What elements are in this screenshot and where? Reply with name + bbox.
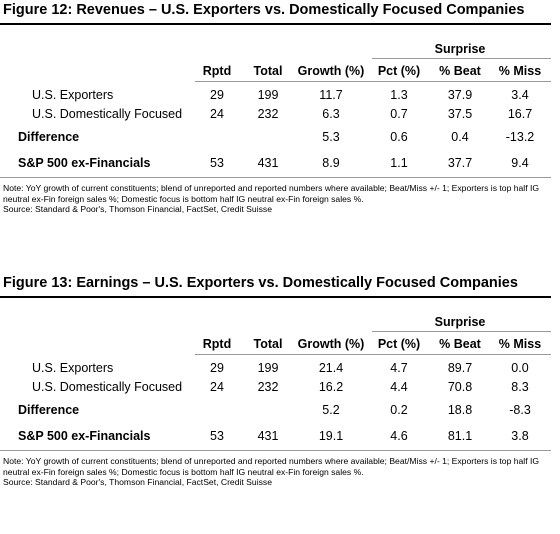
cell: 199 xyxy=(257,88,279,102)
cell: 5.2 xyxy=(322,403,340,417)
cell: 232 xyxy=(257,107,279,121)
bottom-rule xyxy=(0,177,551,178)
row-label: U.S. Exporters xyxy=(32,88,114,102)
cell: 16.7 xyxy=(507,107,533,121)
cell: -13.2 xyxy=(505,130,535,144)
group-header: Surprise xyxy=(434,42,486,56)
cell: 1.3 xyxy=(390,88,408,102)
cell: 3.8 xyxy=(511,429,529,443)
cell: 431 xyxy=(257,156,279,170)
row-label: U.S. Domestically Focused xyxy=(32,107,183,121)
column-header: Pct (%) xyxy=(377,337,421,351)
cell: 37.9 xyxy=(447,88,473,102)
row-label: U.S. Domestically Focused xyxy=(32,380,183,394)
cell: 1.1 xyxy=(390,156,408,170)
cell: 0.4 xyxy=(451,130,469,144)
group-rule xyxy=(372,331,551,332)
note: Note: YoY growth of current constituents… xyxy=(3,183,540,204)
title-rule xyxy=(0,23,551,25)
cell: 431 xyxy=(257,429,279,443)
cell: 29 xyxy=(210,361,224,375)
cell: 89.7 xyxy=(447,361,473,375)
column-header: Rptd xyxy=(202,337,232,351)
cell: 5.3 xyxy=(322,130,340,144)
cell: 16.2 xyxy=(318,380,344,394)
column-header: Rptd xyxy=(202,64,232,78)
cell: 37.7 xyxy=(447,156,473,170)
title-rule xyxy=(0,296,551,298)
cell: 4.6 xyxy=(390,429,408,443)
cell: -8.3 xyxy=(509,403,531,417)
cell: 29 xyxy=(210,88,224,102)
cell: 81.1 xyxy=(447,429,473,443)
column-header: % Beat xyxy=(439,337,481,351)
cell: 21.4 xyxy=(318,361,344,375)
cell: 53 xyxy=(210,156,224,170)
column-header: % Miss xyxy=(498,64,542,78)
note: Note: YoY growth of current constituents… xyxy=(3,456,540,477)
column-header: Pct (%) xyxy=(377,64,421,78)
row-label: Difference xyxy=(18,403,80,417)
cell: 6.3 xyxy=(322,107,340,121)
column-header: % Miss xyxy=(498,337,542,351)
cell: 9.4 xyxy=(511,156,529,170)
cell: 24 xyxy=(210,380,224,394)
row-label: S&P 500 ex-Financials xyxy=(18,156,151,170)
cell: 232 xyxy=(257,380,279,394)
group-rule xyxy=(372,58,551,59)
cell: 0.6 xyxy=(390,130,408,144)
figure-title: Figure 12: Revenues – U.S. Exporters vs.… xyxy=(3,2,525,18)
cell: 53 xyxy=(210,429,224,443)
column-header: Growth (%) xyxy=(297,337,365,351)
column-header: % Beat xyxy=(439,64,481,78)
column-header: Total xyxy=(253,64,283,78)
cell: 0.2 xyxy=(390,403,408,417)
cell: 4.7 xyxy=(390,361,408,375)
source: Source: Standard & Poor's, Thomson Finan… xyxy=(3,477,272,487)
bottom-rule xyxy=(0,450,551,451)
cell: 8.3 xyxy=(511,380,529,394)
source: Source: Standard & Poor's, Thomson Finan… xyxy=(3,204,272,214)
header-rule xyxy=(195,354,551,355)
row-label: U.S. Exporters xyxy=(32,361,114,375)
group-header: Surprise xyxy=(434,315,486,329)
cell: 18.8 xyxy=(447,403,473,417)
figure-title: Figure 13: Earnings – U.S. Exporters vs.… xyxy=(3,275,518,291)
cell: 70.8 xyxy=(447,380,473,394)
cell: 37.5 xyxy=(447,107,473,121)
cell: 24 xyxy=(210,107,224,121)
row-label: S&P 500 ex-Financials xyxy=(18,429,151,443)
cell: 199 xyxy=(257,361,279,375)
cell: 4.4 xyxy=(390,380,408,394)
cell: 8.9 xyxy=(322,156,340,170)
column-header: Total xyxy=(253,337,283,351)
cell: 11.7 xyxy=(319,88,343,102)
cell: 19.1 xyxy=(318,429,344,443)
cell: 0.7 xyxy=(390,107,408,121)
column-header: Growth (%) xyxy=(297,64,365,78)
cell: 0.0 xyxy=(511,361,529,375)
header-rule xyxy=(195,81,551,82)
cell: 3.4 xyxy=(511,88,529,102)
row-label: Difference xyxy=(18,130,80,144)
